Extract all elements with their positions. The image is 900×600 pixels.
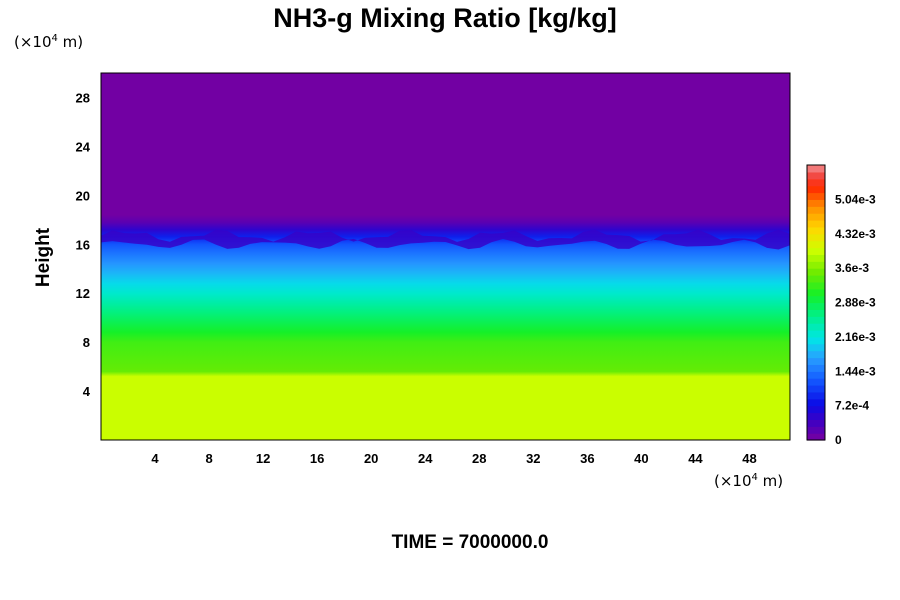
colorbar-swatch — [807, 288, 825, 297]
y-axis-unit: (×104 m) — [14, 33, 84, 51]
colorbar-swatch — [807, 378, 825, 386]
colorbar-swatch — [807, 220, 825, 228]
colorbar-swatch — [807, 391, 825, 400]
colorbar-swatch — [807, 233, 825, 242]
y-tick-label: 16 — [76, 237, 90, 252]
x-tick-label: 48 — [742, 451, 756, 466]
x-tick-label: 20 — [364, 451, 378, 466]
colorbar-tick-label: 2.16e-3 — [835, 330, 876, 344]
colorbar-frame — [806, 164, 826, 441]
tracer-top-band — [101, 229, 790, 250]
colorbar-swatch — [807, 254, 825, 262]
colorbar-swatch — [807, 316, 825, 324]
colorbar-swatch — [807, 412, 825, 420]
colorbar-swatch — [807, 213, 825, 221]
x-tick-label: 4 — [151, 451, 159, 466]
x-tick-label: 44 — [688, 451, 703, 466]
colorbar-swatch — [807, 309, 825, 317]
colorbar-swatch — [807, 419, 825, 427]
colorbar-swatch — [807, 206, 825, 214]
y-tick-label: 24 — [76, 139, 91, 154]
colorbar-swatch — [807, 268, 825, 276]
colorbar-swatch — [807, 433, 825, 441]
colorbar-swatch — [807, 371, 825, 379]
colorbar-tick-label: 2.88e-3 — [835, 296, 876, 310]
colorbar-swatch — [807, 385, 825, 393]
y-tick-label: 20 — [76, 188, 90, 203]
plot-frame — [100, 72, 791, 441]
colorbar-swatch — [807, 281, 825, 290]
time-label: TIME = 7000000.0 — [391, 532, 549, 553]
colorbar-swatch — [807, 336, 825, 345]
colorbar-tick-label: 0 — [835, 433, 842, 447]
x-tick-label: 28 — [472, 451, 486, 466]
colorbar-ticks: 0 7.2e-4 1.44e-3 2.16e-3 2.88e-3 3.6e-3 4.32e-… — [835, 192, 876, 447]
x-ticks: 4 8 12 16 20 24 28 32 36 40 44 48 — [151, 451, 756, 466]
colorbar — [806, 164, 826, 441]
colorbar-swatch — [807, 275, 825, 283]
colorbar-swatch — [807, 226, 825, 235]
x-tick-label: 36 — [580, 451, 594, 466]
x-tick-label: 12 — [256, 451, 270, 466]
colorbar-tick-label: 4.32e-3 — [835, 227, 876, 241]
colorbar-swatch — [807, 247, 825, 255]
x-tick-label: 16 — [310, 451, 324, 466]
colorbar-swatch — [807, 398, 825, 407]
x-axis-unit: (×104 m) — [714, 472, 784, 490]
colorbar-swatch — [807, 171, 825, 180]
mixing-ratio-field — [101, 73, 790, 440]
colorbar-swatch — [807, 302, 825, 310]
colorbar-swatch — [807, 165, 825, 173]
colorbar-swatch — [807, 178, 825, 187]
y-tick-label: 4 — [83, 384, 91, 399]
x-tick-label: 32 — [526, 451, 540, 466]
x-tick-label: 8 — [205, 451, 212, 466]
y-axis-label: Height — [33, 227, 54, 287]
y-tick-label: 28 — [76, 90, 90, 105]
colorbar-tick-label: 1.44e-3 — [835, 364, 876, 378]
x-tick-label: 24 — [418, 451, 433, 466]
y-tick-label: 8 — [83, 335, 90, 350]
colorbar-swatch — [807, 261, 825, 269]
colorbar-swatch — [807, 199, 825, 207]
colorbar-swatch — [807, 185, 825, 194]
colorbar-swatch — [807, 426, 825, 434]
plot-layer — [101, 73, 790, 440]
colorbar-swatch — [807, 323, 825, 331]
colorbar-swatch — [807, 364, 825, 372]
tracer-top-band-shape — [101, 229, 790, 250]
colorbar-tick-label: 7.2e-4 — [835, 399, 869, 413]
colorbar-swatch — [807, 350, 825, 359]
colorbar-tick-label: 3.6e-3 — [835, 261, 869, 275]
x-tick-label: 40 — [634, 451, 648, 466]
colorbar-swatch — [807, 343, 825, 352]
colorbar-swatch — [807, 240, 825, 249]
chart-title: NH3-g Mixing Ratio [kg/kg] — [273, 3, 617, 33]
colorbar-swatch — [807, 405, 825, 414]
y-ticks: 4 8 12 16 20 24 28 — [76, 90, 91, 399]
colorbar-swatch — [807, 192, 825, 200]
colorbar-tick-label: 5.04e-3 — [835, 192, 876, 206]
colorbar-swatch — [807, 330, 825, 338]
colorbar-swatch — [807, 295, 825, 304]
y-tick-label: 12 — [76, 286, 90, 301]
colorbar-swatch — [807, 357, 825, 365]
